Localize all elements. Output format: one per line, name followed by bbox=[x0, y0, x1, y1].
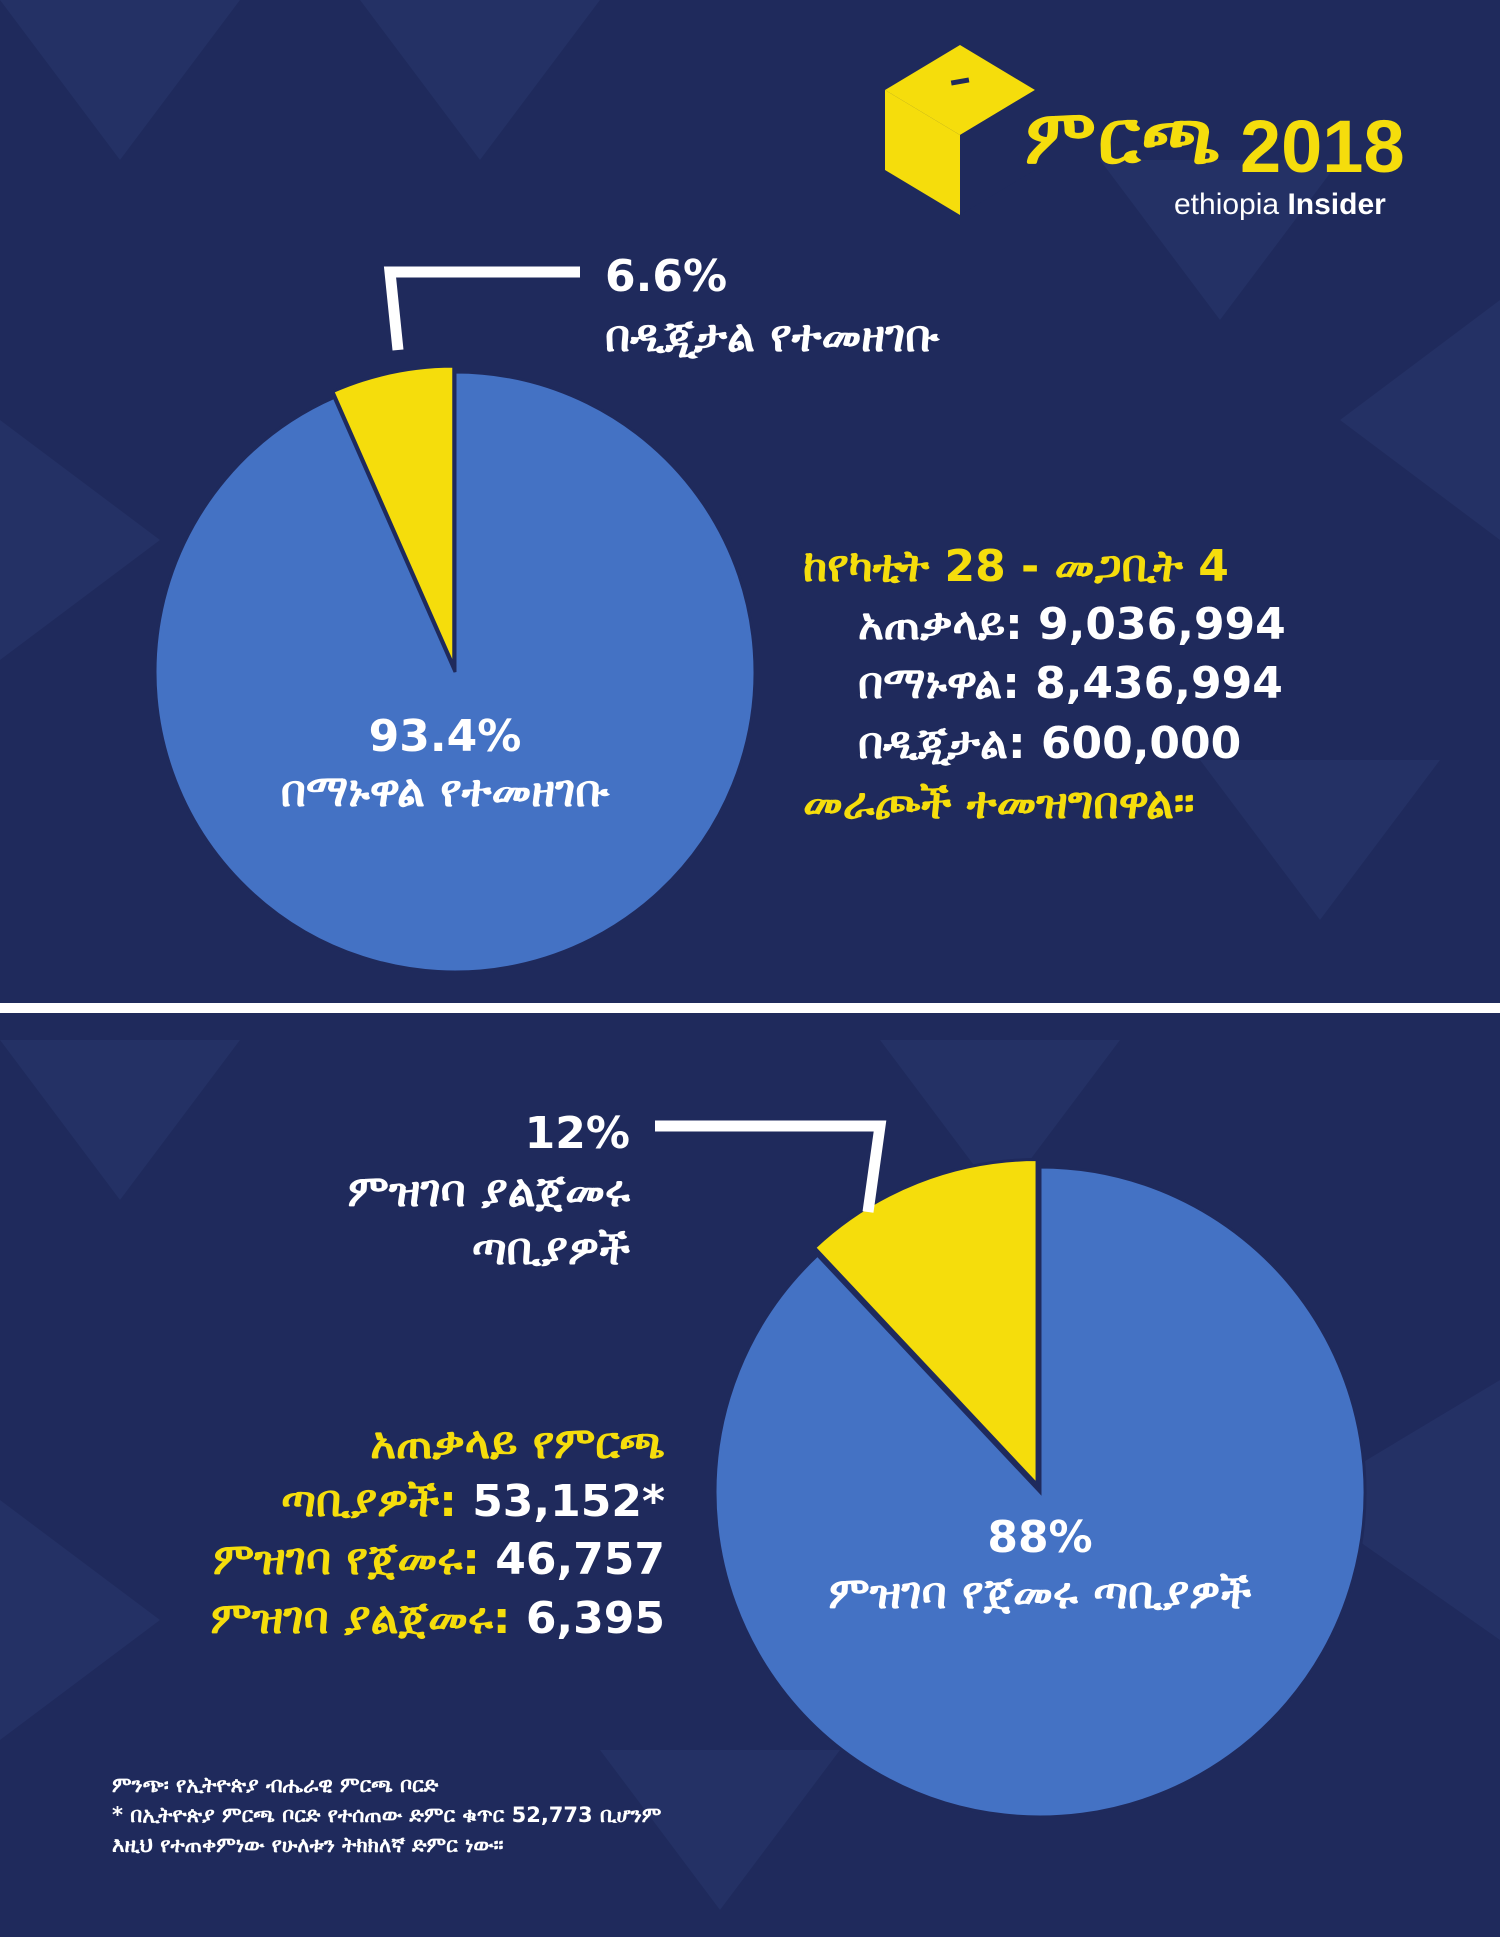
stats2-total-line1: አጠቃላይ የምርጫ bbox=[370, 1418, 665, 1469]
logo-subtitle: ethiopia Insider bbox=[1174, 188, 1386, 222]
pie2-slice-blue bbox=[713, 1165, 1367, 1819]
pie1-manual-label: በማኑዋል የተመዘገቡ bbox=[280, 766, 610, 817]
pie1-slice-yellow bbox=[330, 364, 456, 667]
stats2-not-started-line: ምዝገባ ያልጀመሩ: 6,395 bbox=[90, 1597, 665, 1641]
ballot-box-logo-icon bbox=[885, 45, 1035, 215]
stats2-not-started-label: ምዝገባ ያልጀመሩ: bbox=[210, 1593, 511, 1644]
pie-chart-registration bbox=[153, 266, 757, 974]
stats2-started-value: 46,757 bbox=[479, 1534, 665, 1585]
pie1-digital-label: በዲጂታል የተመዘገቡ bbox=[605, 311, 940, 362]
pie1-manual-percent: 93.4% bbox=[368, 711, 522, 762]
logo-title-year: 2018 bbox=[1240, 105, 1405, 188]
stats2-started-line: ምዝገባ የጀመሩ: 46,757 bbox=[90, 1538, 665, 1582]
stats1-total: አጠቃላይ: 9,036,994 bbox=[858, 599, 1286, 650]
stats2-total-label: ጣቢያዎች: bbox=[281, 1476, 457, 1527]
stats2-total-line2: ጣቢያዎች: 53,152* bbox=[100, 1480, 665, 1524]
pie2-started-percent: 88% bbox=[987, 1512, 1093, 1563]
pie2-started-label: ምዝገባ የጀመሩ ጣቢያዎች bbox=[828, 1568, 1252, 1619]
pie2-not-started-label-line2: ጣቢያዎች bbox=[471, 1224, 630, 1275]
pie2-slice-yellow bbox=[812, 1158, 1039, 1489]
footnote-note-line2: እዚህ የተጠቀምነው የሁለቱን ትክክለኛ ድምር ነው። bbox=[112, 1833, 504, 1857]
footnote-note-line1: * በኢትዮጵያ ምርጫ ቦርድ የተሰጠው ድምር ቁጥር 52,773 ቢሆ… bbox=[112, 1803, 662, 1827]
stats2-not-started-value: 6,395 bbox=[510, 1593, 665, 1644]
stats2-total-value: 53,152* bbox=[456, 1476, 665, 1527]
footnote-source: ምንጭ፡ የኢትዮጵያ ብሔራዊ ምርጫ ቦርድ bbox=[112, 1773, 439, 1797]
stats1-digital: በዲጂታል: 600,000 bbox=[858, 718, 1242, 769]
logo-subtitle-light: ethiopia bbox=[1174, 188, 1280, 221]
stats1-manual: በማኑዋል: 8,436,994 bbox=[858, 658, 1283, 709]
logo-subtitle-bold: Insider bbox=[1287, 188, 1386, 221]
stats1-heading: ከየካቲት 28 - መጋቢት 4 bbox=[803, 541, 1229, 592]
stats2-started-label: ምዝገባ የጀመሩ: bbox=[213, 1534, 480, 1585]
pie2-not-started-percent: 12% bbox=[524, 1108, 630, 1159]
section-divider bbox=[0, 1003, 1500, 1013]
logo-title-amharic: ምርጫ bbox=[1025, 92, 1223, 181]
stats1-footer: መራጮች ተመዝግበዋል። bbox=[803, 778, 1195, 829]
leader-line-not-started bbox=[655, 1120, 887, 1213]
pie1-digital-percent: 6.6% bbox=[605, 251, 728, 302]
pie1-slice-blue bbox=[153, 370, 757, 974]
leader-line-digital bbox=[383, 266, 580, 351]
pie2-not-started-label-line1: ምዝገባ ያልጀመሩ bbox=[347, 1166, 630, 1217]
